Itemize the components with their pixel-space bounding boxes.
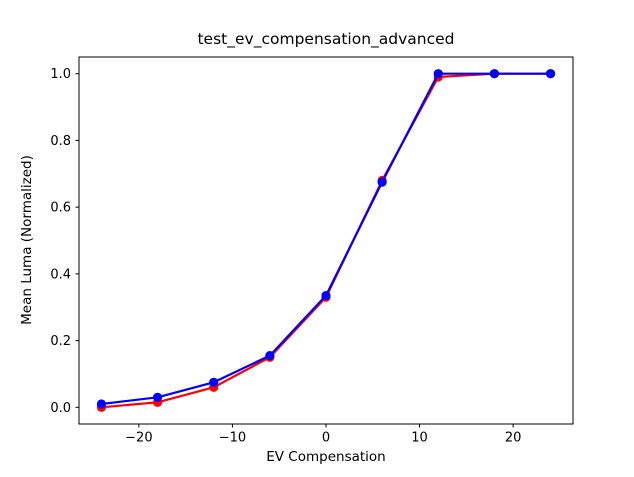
blue-series-data-point (433, 69, 443, 79)
blue-series-data-point (209, 377, 219, 387)
x-tick-label: −10 (219, 431, 246, 446)
x-tick-label: −20 (125, 431, 152, 446)
x-axis-label: EV Compensation (266, 449, 386, 465)
x-axis-ticks: −20 −10 0 10 20 (125, 424, 521, 446)
blue-series-data-point (265, 351, 275, 361)
y-tick-label: 1.0 (50, 67, 71, 82)
blue-series-data-point (489, 69, 500, 79)
y-tick-label: 0.0 (50, 401, 71, 416)
blue-series-data-point (152, 392, 163, 402)
blue-series-data-point (377, 177, 387, 187)
y-axis-label: Mean Luma (Normalized) (19, 155, 35, 325)
axes-box (78, 56, 574, 425)
y-tick-label: 0.2 (50, 334, 71, 349)
chart-title: test_ev_compensation_advanced (197, 30, 454, 49)
y-tick-label: 0.6 (50, 201, 71, 216)
series-layer (96, 69, 556, 412)
blue-series (96, 69, 556, 409)
x-tick-label: 20 (505, 431, 522, 446)
blue-series-data-point (321, 290, 331, 301)
y-tick-label: 0.8 (50, 134, 71, 149)
blue-series-data-point (96, 399, 107, 409)
blue-series-data-point (545, 69, 556, 79)
x-tick-label: 0 (322, 431, 330, 446)
y-tick-label: 0.4 (50, 267, 71, 282)
y-axis-ticks: 0.0 0.2 0.4 0.6 0.8 1.0 (50, 67, 79, 416)
x-tick-label: 10 (411, 431, 428, 446)
